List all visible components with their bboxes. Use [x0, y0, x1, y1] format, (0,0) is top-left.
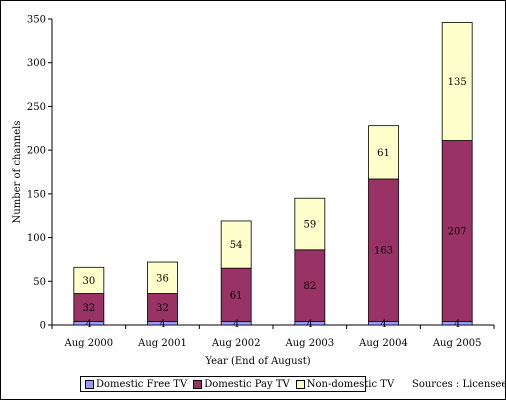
legend-item: Non-domestic TV: [295, 378, 395, 390]
data-label: 59: [303, 220, 316, 231]
data-label: 4: [307, 319, 313, 330]
data-label: 4: [86, 319, 92, 330]
data-label: 4: [454, 319, 460, 330]
x-tick-label: Aug 2002: [211, 338, 261, 349]
x-tick-label: Aug 2001: [137, 338, 187, 349]
y-tick-label: 350: [27, 15, 46, 26]
source-note: Sources : Licensees: [412, 379, 506, 390]
data-label: 30: [82, 276, 95, 287]
legend-swatch-domestic-pay-tv: [193, 379, 203, 389]
y-tick-label: 100: [27, 233, 46, 244]
y-tick-label: 0: [40, 321, 46, 332]
y-tick-label: 50: [33, 277, 46, 288]
y-axis-title: Number of channels: [12, 121, 23, 224]
bar-segment: [147, 293, 178, 322]
legend-label: Non-domestic TV: [306, 378, 395, 390]
data-label: 32: [156, 303, 169, 314]
bar-segment: [73, 266, 105, 294]
bar-segment: [294, 197, 326, 251]
legend-label: Domestic Free TV: [96, 378, 188, 390]
y-tick-label: 250: [27, 102, 46, 113]
legend-swatch-non-domestic-tv: [295, 379, 305, 389]
bar-segment: [73, 293, 105, 322]
legend-item: Domestic Free TV: [85, 379, 187, 390]
data-label: 163: [374, 246, 393, 257]
data-label: 61: [230, 290, 243, 301]
y-axis: 0 50 100 150 200 250 300 350: [27, 15, 53, 332]
bar-segment: [220, 267, 252, 322]
x-tick-label: Aug 2004: [358, 338, 408, 349]
x-axis: Aug 2000 Aug 2001 Aug 2002 Aug 2003 Aug 2004…: [51, 324, 495, 349]
bar-segment: [294, 249, 326, 322]
legend-label: Domestic Pay TV: [204, 378, 290, 390]
x-tick-label: Aug 2000: [63, 338, 113, 349]
y-tick-label: 150: [27, 189, 46, 200]
data-label: 4: [233, 319, 239, 330]
data-label: 36: [156, 273, 169, 284]
x-axis-title: Year (End of August): [204, 356, 310, 367]
data-labels: 4 32 30 4 32 36 4 61 54 4 82 59 4 163 61 4 207 135: [82, 77, 466, 330]
bar-segment: [220, 220, 252, 269]
bar-segment: [441, 140, 473, 322]
legend-swatch-domestic-free-tv: [85, 379, 94, 389]
bar-segment: [441, 22, 473, 141]
data-label: 32: [82, 303, 95, 314]
data-label: 207: [448, 227, 467, 238]
x-tick-label: Aug 2003: [284, 338, 334, 349]
data-label: 4: [380, 319, 386, 330]
bar-segment: [147, 261, 178, 294]
legend: Domestic Free TV Domestic Pay TV Non-dom…: [80, 376, 394, 392]
data-label: 4: [159, 319, 165, 330]
data-label: 135: [448, 77, 467, 88]
data-label: 82: [303, 281, 316, 292]
y-tick-label: 200: [27, 146, 46, 157]
legend-item: Domestic Pay TV: [193, 379, 290, 390]
data-label: 61: [377, 148, 390, 159]
x-tick-label: Aug 2005: [432, 338, 482, 349]
bars: [73, 22, 473, 326]
bar-segment: [368, 125, 399, 180]
data-label: 54: [230, 240, 243, 251]
y-tick-label: 300: [27, 58, 46, 69]
